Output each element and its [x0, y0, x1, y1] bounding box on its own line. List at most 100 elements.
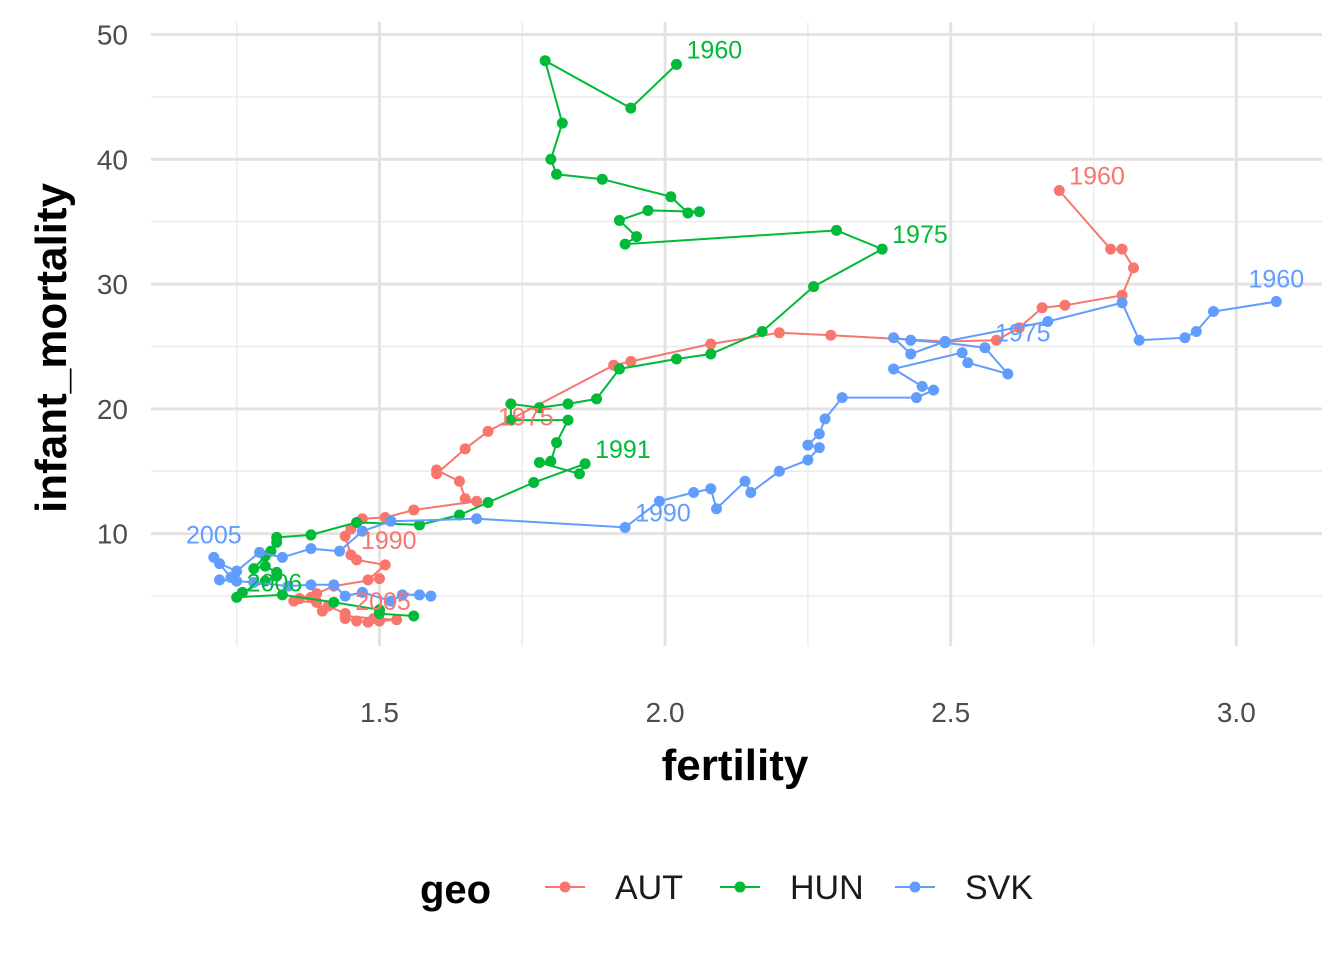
data-point-svk: [819, 413, 831, 425]
data-point-svk: [916, 380, 928, 392]
y-axis-title: infant_mortality: [27, 182, 76, 513]
data-point-aut: [625, 355, 637, 367]
legend-label: SVK: [965, 869, 1033, 907]
data-point-hun: [545, 455, 557, 467]
series-layer: [208, 55, 1282, 628]
data-point-hun: [413, 519, 425, 531]
data-point-aut: [379, 559, 391, 571]
data-point-hun: [271, 536, 283, 548]
data-point-svk: [425, 590, 437, 602]
year-label-hun: 1991: [595, 436, 651, 464]
data-point-hun: [631, 231, 643, 243]
data-point-svk: [208, 551, 220, 563]
x-tick-label: 1.5: [360, 697, 399, 728]
data-point-svk: [413, 589, 425, 601]
series-line-aut: [293, 189, 1135, 624]
data-point-aut: [1116, 243, 1128, 255]
x-axis-title: fertility: [662, 741, 809, 790]
data-point-hun: [533, 402, 545, 414]
data-point-svk: [711, 503, 723, 515]
data-point-hun: [533, 457, 545, 469]
year-label-svk: 1975: [995, 320, 1051, 348]
data-point-hun: [551, 437, 563, 449]
data-point-svk: [979, 342, 991, 354]
data-point-hun: [453, 509, 465, 521]
data-point-hun: [671, 353, 683, 365]
data-point-aut: [351, 554, 363, 566]
data-point-svk: [334, 545, 346, 557]
y-tick-labels: 10 20 30 40 50: [97, 19, 128, 549]
legend-label: AUT: [615, 869, 683, 907]
year-label-hun: 1975: [892, 221, 948, 249]
data-point-hun: [351, 516, 363, 528]
data-point-hun: [556, 117, 568, 129]
data-point-svk: [1190, 326, 1202, 338]
data-point-hun: [545, 153, 557, 165]
data-point-hun: [562, 398, 574, 410]
data-point-hun: [482, 496, 494, 508]
data-point-svk: [328, 579, 340, 591]
data-point-aut: [1127, 262, 1139, 274]
data-point-aut: [1059, 299, 1071, 311]
data-point-svk: [905, 334, 917, 346]
data-point-aut: [373, 573, 385, 585]
data-point-svk: [802, 439, 814, 451]
legend-title: geo: [420, 868, 491, 912]
year-label-aut: 1975: [498, 403, 554, 431]
data-point-hun: [876, 243, 888, 255]
data-point-aut: [482, 425, 494, 437]
data-point-svk: [888, 363, 900, 375]
data-point-hun: [505, 414, 517, 426]
legend-item-hun: HUN: [720, 869, 864, 907]
y-tick-label: 50: [97, 19, 128, 50]
data-point-svk: [653, 495, 665, 507]
data-point-hun: [705, 348, 717, 360]
data-point-svk: [282, 580, 294, 592]
data-point-hun: [830, 224, 842, 236]
data-point-svk: [254, 546, 266, 558]
data-point-aut: [288, 595, 300, 607]
data-point-hun: [231, 591, 243, 603]
data-point-svk: [248, 576, 260, 588]
data-point-hun: [259, 560, 271, 572]
data-point-hun: [276, 589, 288, 601]
data-point-hun: [573, 468, 585, 480]
year-label-aut: 1960: [1069, 162, 1125, 190]
data-point-svk: [962, 357, 974, 369]
data-point-aut: [391, 614, 403, 626]
annotation-layer: 1960 1975 1990 2005 1960 1975 1991 2006 1960 1975…: [186, 36, 1304, 616]
year-label-svk: 2005: [186, 521, 242, 549]
data-point-hun: [271, 570, 283, 582]
data-point-svk: [739, 475, 751, 487]
data-point-aut: [1053, 184, 1065, 196]
data-point-svk: [956, 347, 968, 359]
data-point-hun: [373, 608, 385, 620]
data-point-hun: [591, 393, 603, 405]
data-point-svk: [836, 392, 848, 404]
data-point-svk: [305, 543, 317, 555]
data-point-hun: [642, 204, 654, 216]
data-point-svk: [339, 590, 351, 602]
data-point-hun: [539, 55, 551, 67]
legend-item-aut: AUT: [545, 869, 683, 907]
data-point-hun: [613, 363, 625, 375]
year-label-svk: 1990: [635, 499, 691, 527]
data-point-hun: [248, 563, 260, 575]
year-label-hun: 1960: [687, 36, 743, 64]
data-point-hun: [562, 414, 574, 426]
data-point-svk: [1179, 332, 1191, 344]
series-hun: [231, 55, 888, 622]
data-point-svk: [928, 384, 940, 396]
data-point-svk: [385, 595, 397, 607]
data-point-svk: [356, 525, 368, 537]
data-point-aut: [408, 504, 420, 516]
data-point-hun: [808, 281, 820, 293]
legend-item-svk: SVK: [895, 869, 1033, 907]
data-point-svk: [813, 428, 825, 440]
data-point-aut: [459, 443, 471, 455]
year-label-hun: 2006: [247, 569, 303, 597]
x-tick-label: 2.5: [931, 697, 970, 728]
x-tick-labels: 1.5 2.0 2.5 3.0: [360, 697, 1256, 728]
data-point-svk: [813, 442, 825, 454]
